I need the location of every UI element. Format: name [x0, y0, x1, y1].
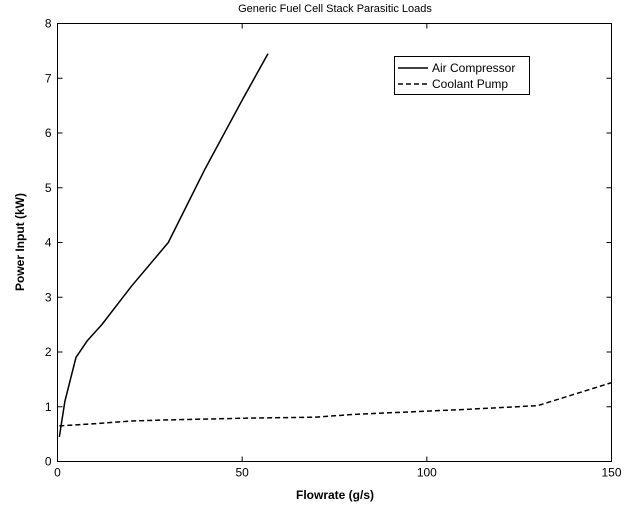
x-axis-label: Flowrate (g/s): [296, 488, 374, 502]
y-tick-label: 6: [45, 126, 52, 140]
y-tick-label: 0: [45, 455, 52, 469]
legend-box: [394, 56, 530, 95]
legend-label-air-compressor: Air Compressor: [432, 61, 515, 75]
y-tick-label: 3: [45, 290, 52, 304]
axis-ticks: 0 50 100 150 0 1 2 3 4 5 6 7 8: [45, 17, 622, 480]
legend: Air Compressor Coolant Pump: [394, 56, 530, 95]
chart-title: Generic Fuel Cell Stack Parasitic Loads: [238, 3, 432, 15]
y-tick-label: 5: [45, 181, 52, 195]
series-line-coolant-pump: [59, 381, 612, 427]
legend-label-coolant-pump: Coolant Pump: [432, 77, 508, 91]
y-axis-label: Power Input (kW): [13, 193, 27, 291]
y-tick-label: 7: [45, 71, 52, 85]
y-tick-label: 2: [45, 345, 52, 359]
y-tick-label: 1: [45, 400, 52, 414]
series-layer: [58, 53, 612, 437]
x-tick-label: 50: [235, 466, 249, 480]
series-line-air-compressor: [58, 53, 269, 437]
x-tick-label: 100: [417, 466, 437, 480]
x-tick-label: 150: [601, 466, 621, 480]
y-tick-label: 8: [45, 17, 52, 31]
x-tick-label: 0: [54, 466, 61, 480]
y-tick-label: 4: [45, 236, 52, 250]
